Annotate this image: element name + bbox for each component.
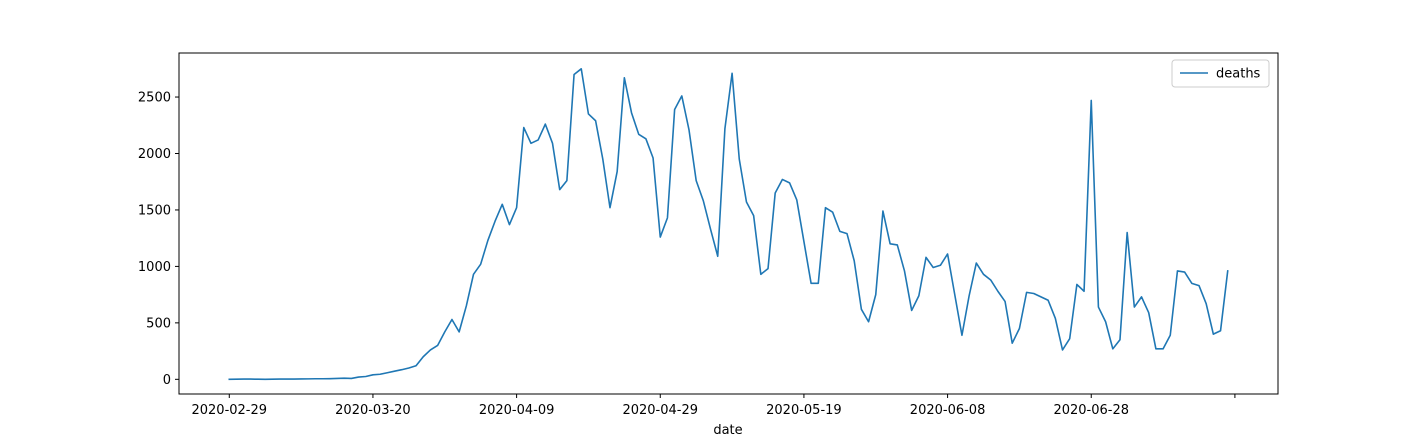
x-tick-label: 2020-04-09 [479,403,555,418]
x-axis-title: date [713,423,742,438]
plot-area [178,52,1279,395]
y-tick-label: 500 [146,316,171,331]
legend-box [1171,59,1270,88]
y-tick-label: 1500 [138,203,171,218]
legend-label: deaths [1216,67,1261,82]
x-tick-label: 2020-06-08 [910,403,986,418]
x-axis: 2020-02-29 2020-03-20 2020-04-09 2020-04-29… [191,394,1236,418]
legend: deaths [1171,59,1270,88]
x-tick-label: 2020-03-20 [335,403,411,418]
y-tick-label: 2000 [138,147,171,162]
y-axis: 0 500 1000 1500 2000 2500 [138,91,179,388]
y-tick-label: 1000 [138,260,171,275]
x-tick-label: 2020-02-29 [191,403,267,418]
y-tick-label: 2500 [138,91,171,106]
x-tick-label: 2020-05-19 [766,403,842,418]
series-line-deaths [228,68,1229,381]
x-tick-label: 2020-04-29 [622,403,698,418]
plot-frame [178,52,1279,395]
x-tick-label: 2020-06-28 [1053,403,1129,418]
y-tick-label: 0 [163,373,171,388]
